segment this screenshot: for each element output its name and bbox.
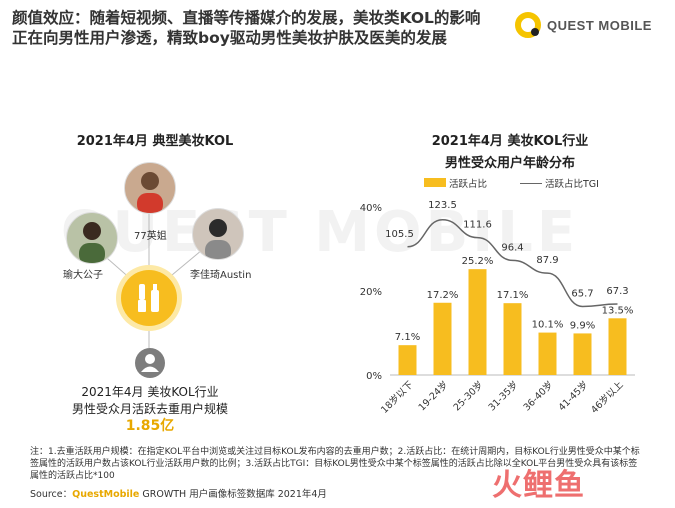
tgi-line: [407, 218, 618, 308]
bar-1: [433, 302, 452, 375]
kol-name-77yingjie: 77英姐: [134, 231, 167, 242]
bar-6: [608, 318, 627, 375]
bar-5: [573, 333, 592, 375]
x-tick-label: 41-45岁: [556, 379, 591, 414]
quest-mobile-logo: QUEST MOBILE: [515, 12, 652, 38]
bar-value-label: 25.2%: [462, 256, 494, 267]
x-tick-label: 36-40岁: [521, 379, 556, 414]
chart-title-line2: 男性受众用户年龄分布: [444, 156, 575, 171]
tgi-value-label: 123.5: [428, 200, 457, 211]
tgi-value-label: 67.3: [606, 286, 628, 297]
bar-value-label: 17.1%: [497, 290, 529, 301]
logo-text: QUEST MOBILE: [547, 17, 652, 33]
kol-name-lijiaqi: 李佳琦Austin: [190, 270, 252, 281]
tgi-value-label: 65.7: [571, 288, 593, 299]
y-tick-label: 0%: [366, 371, 382, 382]
bar-value-label: 10.1%: [532, 320, 564, 331]
kol-avatar-lijiaqi: [192, 208, 244, 260]
x-tick-label: 19-24岁: [416, 379, 451, 414]
bar-value-label: 17.2%: [427, 290, 459, 301]
x-tick-label: 46岁以上: [588, 378, 626, 416]
y-tick-label: 40%: [360, 203, 382, 214]
tgi-value-label: 87.9: [536, 255, 558, 266]
kol-avatar-yudagongzi: [66, 212, 118, 264]
scale-caption-line2: 男性受众月活跃去重用户规模: [71, 402, 228, 416]
x-tick-label: 18岁以下: [378, 379, 415, 416]
bar-value-label: 13.5%: [602, 305, 634, 316]
kol-avatar-77yingjie: [124, 162, 176, 214]
page-headline: 颜值效应：随着短视频、直播等传播媒介的发展，美妆类KOL的影响正在向男性用户渗透…: [12, 9, 481, 47]
legend-line-label: 活跃占比TGI: [545, 179, 599, 190]
bar-value-label: 9.9%: [570, 320, 595, 331]
bar-3: [503, 303, 522, 375]
user-icon: [135, 348, 165, 378]
left-panel-title: 2021年4月 典型美妆KOL: [76, 134, 234, 149]
bar-4: [538, 332, 557, 375]
source-text: GROWTH 用户画像标签数据库 2021年4月: [142, 489, 327, 500]
age-distribution-chart: 0% 20% 40% 7.1% 18岁以下 17.2% 19-24岁 25.2% 25-30岁 1…: [360, 200, 635, 416]
tgi-value-label: 111.6: [463, 220, 492, 231]
source-prefix: Source：: [30, 489, 73, 500]
logo-mark-icon: [515, 12, 541, 38]
kol-name-yudagongzi: 瑜大公子: [63, 270, 103, 281]
footnotes: 注：1.去重活跃用户规模：在指定KOL平台中浏览或关注过目标KOL发布内容的去重…: [30, 447, 640, 481]
y-tick-label: 20%: [360, 287, 382, 298]
scale-value: 1.85亿: [125, 418, 175, 434]
legend-bar-swatch: [424, 178, 446, 187]
tgi-value-label: 105.5: [385, 229, 414, 240]
legend-bar-label: 活跃占比: [449, 179, 488, 190]
scale-caption-line1: 2021年4月 美妆KOL行业: [81, 385, 219, 399]
makeup-hub-icon: [121, 270, 177, 326]
bar-2: [468, 269, 487, 375]
source-brand: QuestMobile: [72, 489, 140, 500]
source-line: Source：QuestMobile GROWTH 用户画像标签数据库 2021…: [30, 486, 327, 500]
legend-line-swatch: [520, 183, 542, 184]
tgi-value-label: 96.4: [501, 242, 523, 253]
chart-title-line1: 2021年4月 美妆KOL行业: [431, 134, 589, 149]
x-tick-label: 31-35岁: [486, 379, 521, 414]
bar-0: [398, 345, 417, 375]
brand-watermark: 火鲤鱼: [492, 468, 585, 503]
x-tick-label: 25-30岁: [451, 379, 486, 414]
bar-value-label: 7.1%: [395, 332, 420, 343]
